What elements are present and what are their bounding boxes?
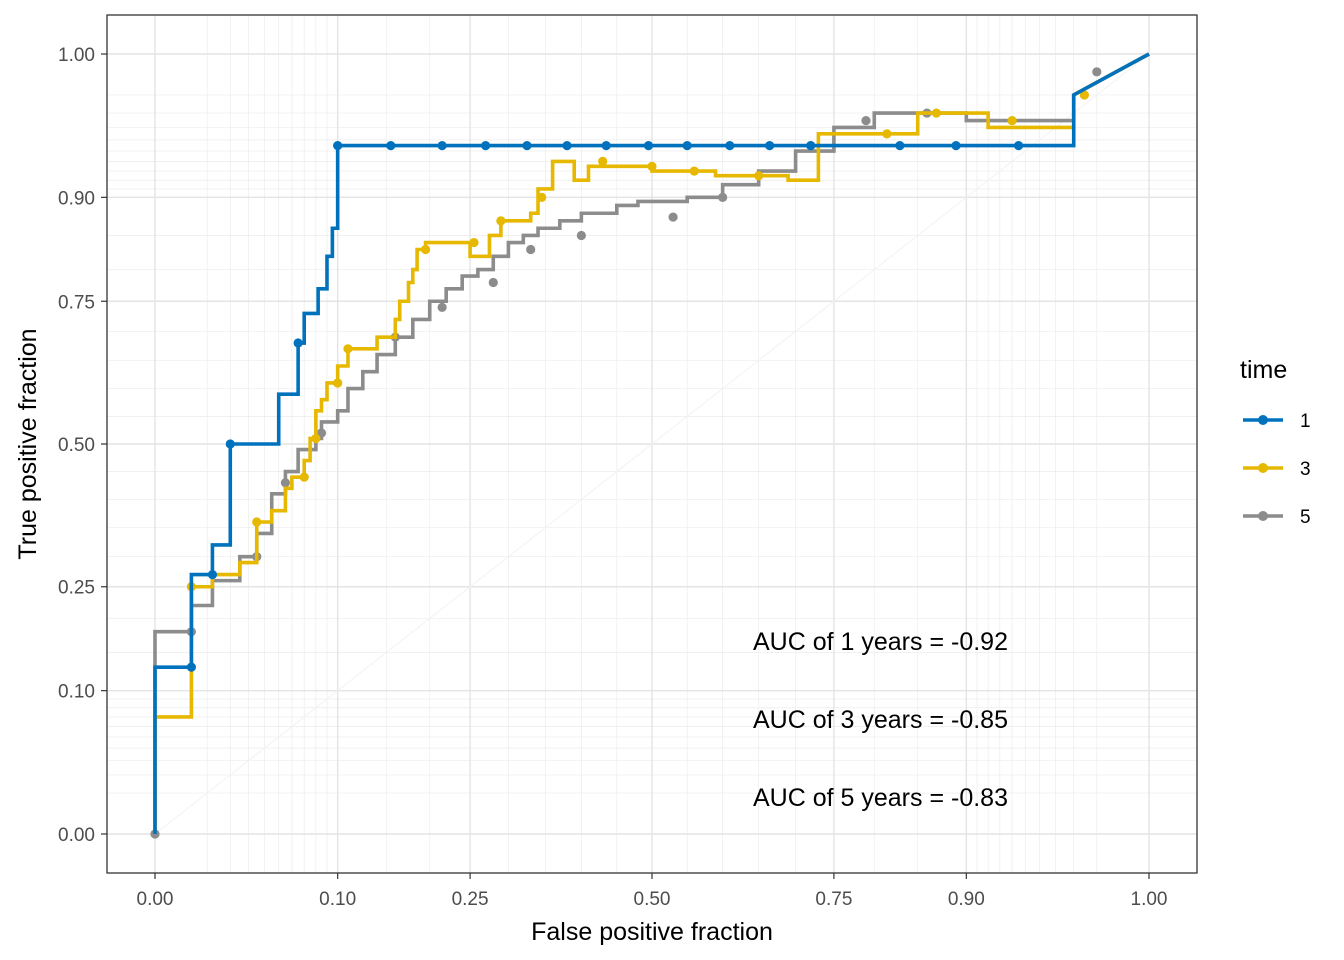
y-tick-label: 0.25 [58, 578, 95, 599]
series-point-5 [861, 115, 871, 126]
x-tick-label: 0.75 [815, 889, 852, 910]
x-tick-label: 0.25 [452, 889, 489, 910]
auc-annotation-5: AUC of 5 years = -0.83 [753, 784, 1008, 812]
series-point-3 [420, 244, 431, 255]
series-layer [150, 52, 1150, 839]
series-point-5 [280, 478, 291, 488]
series-point-1 [386, 141, 396, 151]
series-point-3 [537, 192, 547, 202]
series-point-1 [806, 141, 816, 151]
legend-key-point-5 [1258, 511, 1268, 521]
series-point-3 [931, 108, 941, 118]
x-tick-label: 0.00 [137, 889, 174, 910]
series-point-3 [343, 344, 353, 354]
series-point-1 [895, 141, 905, 151]
series-point-1 [601, 141, 611, 151]
legend-title: time [1240, 356, 1287, 384]
series-point-1 [293, 338, 303, 348]
series-point-5 [576, 230, 586, 241]
legend: time 1 3 5 [1240, 356, 1311, 528]
auc-annotation-3: AUC of 3 years = -0.85 [753, 706, 1008, 734]
auc-annotation-1: AUC of 1 years = -0.92 [753, 628, 1008, 656]
series-point-1 [207, 569, 218, 580]
series-point-3 [333, 378, 343, 388]
series-point-5 [668, 212, 678, 222]
series-point-3 [311, 433, 321, 444]
legend-label-3: 3 [1300, 459, 1311, 480]
x-tick-label: 1.00 [1131, 889, 1168, 910]
series-point-1 [333, 141, 343, 151]
legend-items: 1 3 5 [1243, 411, 1311, 528]
series-point-1 [481, 141, 491, 151]
y-tick-label: 0.10 [58, 682, 95, 703]
series-point-1 [765, 141, 775, 151]
series-point-3 [647, 161, 657, 171]
series-point-3 [496, 216, 506, 226]
series-point-3 [1079, 90, 1089, 100]
y-tick-label: 1.00 [58, 45, 95, 66]
series-point-5 [488, 277, 498, 288]
legend-key-point-3 [1258, 463, 1268, 473]
x-tick-label: 0.10 [319, 889, 356, 910]
legend-label-1: 1 [1300, 411, 1311, 432]
series-point-3 [469, 237, 479, 248]
series-point-1 [437, 141, 447, 151]
legend-key-point-1 [1258, 415, 1268, 425]
x-tick-label: 0.90 [948, 889, 985, 910]
series-point-3 [689, 166, 699, 176]
series-point-3 [299, 472, 309, 482]
diagonal-reference [154, 53, 1150, 835]
series-point-1 [643, 141, 654, 151]
y-axis-title: True positive fraction [14, 328, 42, 559]
series-point-3 [754, 171, 764, 181]
x-axis-title: False positive fraction [531, 918, 773, 946]
series-point-5 [316, 428, 327, 438]
grid-lines [107, 15, 1197, 873]
axis-ticks: 0.00 0.10 0.25 0.50 0.75 0.90 1.00 0.00 0.10 0.25… [58, 45, 1167, 910]
series-point-1 [562, 141, 572, 151]
y-tick-label: 0.75 [58, 292, 95, 313]
x-tick-label: 0.50 [634, 889, 671, 910]
series-point-5 [437, 302, 447, 312]
series-point-1 [725, 141, 735, 151]
series-point-3 [882, 129, 892, 139]
series-point-1 [186, 662, 196, 672]
series-point-1 [225, 439, 235, 449]
series-point-1 [522, 141, 532, 151]
y-tick-label: 0.00 [58, 825, 95, 846]
series-point-5 [526, 244, 536, 255]
series-point-5 [718, 192, 728, 202]
y-tick-label: 0.90 [58, 188, 95, 209]
series-point-5 [1092, 67, 1102, 77]
y-tick-label: 0.50 [58, 435, 95, 456]
legend-label-5: 5 [1300, 507, 1311, 528]
series-point-3 [598, 156, 608, 167]
series-point-3 [1007, 115, 1017, 126]
series-point-1 [951, 141, 961, 151]
series-point-3 [252, 517, 262, 527]
series-point-1 [682, 141, 692, 151]
series-point-1 [1013, 141, 1024, 151]
